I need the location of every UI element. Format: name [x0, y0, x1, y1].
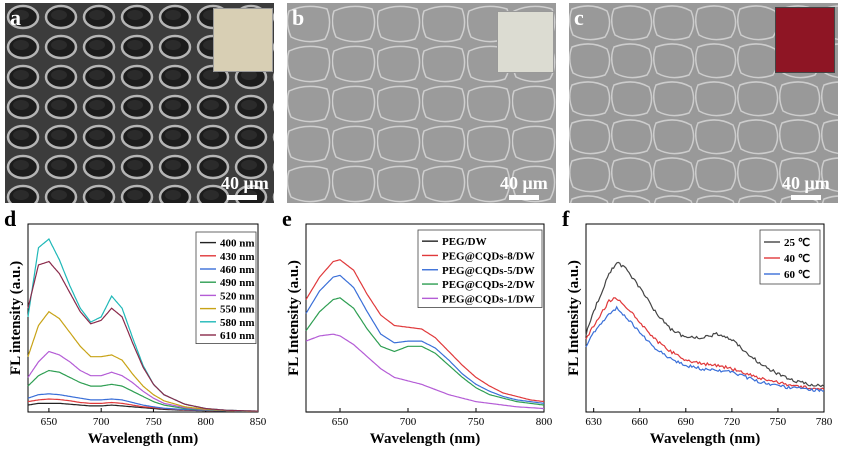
x-tick-label: 700 [93, 416, 110, 428]
scale-bar-c [791, 195, 821, 200]
x-axis-label: Wavelength (nm) [650, 431, 760, 447]
x-tick-label: 720 [724, 416, 741, 428]
panel-letter-f: f [562, 210, 570, 231]
x-axis-label: Wavelength (nm) [370, 431, 480, 447]
legend-label: 520 nm [220, 290, 255, 302]
legend-label: PEG@CQDs-5/DW [442, 265, 535, 277]
x-tick-label: 850 [250, 416, 267, 428]
sem-image-b: b 40 μm [287, 3, 556, 203]
panel-letter-e: e [282, 210, 292, 231]
x-tick-label: 800 [197, 416, 214, 428]
series-line-e-4 [305, 333, 544, 410]
inset-photo-b [497, 11, 554, 73]
inset-photo-a [213, 8, 273, 72]
x-tick-label: 700 [400, 416, 417, 428]
legend-label: 25 ℃ [784, 237, 810, 249]
scale-label-a: 40 μm [221, 173, 269, 193]
x-tick-label: 780 [816, 416, 833, 428]
scale-bar-a [227, 195, 257, 200]
series-line-e-1 [305, 259, 545, 403]
legend-label: 460 nm [220, 264, 255, 276]
legend-label: 550 nm [220, 304, 255, 316]
x-tick-label: 690 [678, 416, 695, 428]
scale-label-c: 40 μm [782, 173, 830, 193]
series-line-f-1 [585, 297, 825, 391]
x-tick-label: 800 [536, 416, 553, 428]
series-line-e-3 [305, 297, 545, 406]
legend-label: PEG/DW [442, 236, 487, 248]
scale-label-b: 40 μm [500, 173, 548, 193]
x-tick-label: 650 [41, 416, 58, 428]
legend-box [195, 231, 257, 344]
legend-label: 580 nm [220, 317, 255, 329]
legend-label: 400 nm [220, 238, 255, 250]
x-tick-label: 630 [585, 416, 602, 428]
panel-letter-a: a [10, 5, 21, 30]
legend-label: 490 nm [220, 277, 255, 289]
plot-frame [27, 223, 259, 413]
series-line-d-7 [27, 260, 258, 412]
x-tick-label: 750 [468, 416, 485, 428]
y-axis-label: FL Intensity (a.u.) [286, 260, 302, 376]
sem-image-a: a 40 μm [5, 3, 274, 203]
x-tick-label: 650 [332, 416, 349, 428]
x-tick-label: 660 [631, 416, 648, 428]
plot-frame [585, 223, 825, 413]
series-line-f-0 [585, 261, 825, 388]
legend-label: PEG@CQDs-8/DW [442, 250, 535, 262]
sem-image-c: c 40 μm [569, 3, 838, 203]
y-axis-label: FL intensity (a.u.) [8, 261, 24, 375]
legend-box [417, 229, 543, 308]
legend-label: PEG@CQDs-1/DW [442, 293, 535, 305]
chart-e: e 650 700 750 800 Wavelength (nm) FL Intensity… [282, 210, 553, 447]
panel-letter-d: d [4, 210, 16, 231]
chart-f: f 630 660 690 720 750 780 Wavelength (nm) FL Int… [562, 210, 833, 447]
scale-bar-b [509, 195, 539, 200]
inset-photo-c [775, 7, 835, 73]
legend-label: 60 ℃ [784, 269, 810, 281]
panel-letter-b: b [292, 5, 305, 30]
legend-label: 430 nm [220, 251, 255, 263]
x-axis-label: Wavelength (nm) [88, 431, 198, 447]
x-tick-label: 750 [770, 416, 787, 428]
legend-label: 610 nm [220, 330, 255, 342]
legend-label: PEG@CQDs-2/DW [442, 279, 535, 291]
series-line-e-2 [305, 274, 545, 404]
panel-letter-c: c [574, 5, 584, 30]
legend-box [759, 229, 821, 285]
x-tick-label: 750 [145, 416, 162, 428]
legend-label: 40 ℃ [784, 253, 810, 265]
y-axis-label: FL Intensity (a.u.) [566, 260, 582, 376]
series-line-d-4 [27, 350, 258, 412]
chart-d: d 650 700 750 800 850 Wavelength (nm) FL intens… [4, 210, 267, 447]
series-line-f-2 [585, 305, 825, 393]
